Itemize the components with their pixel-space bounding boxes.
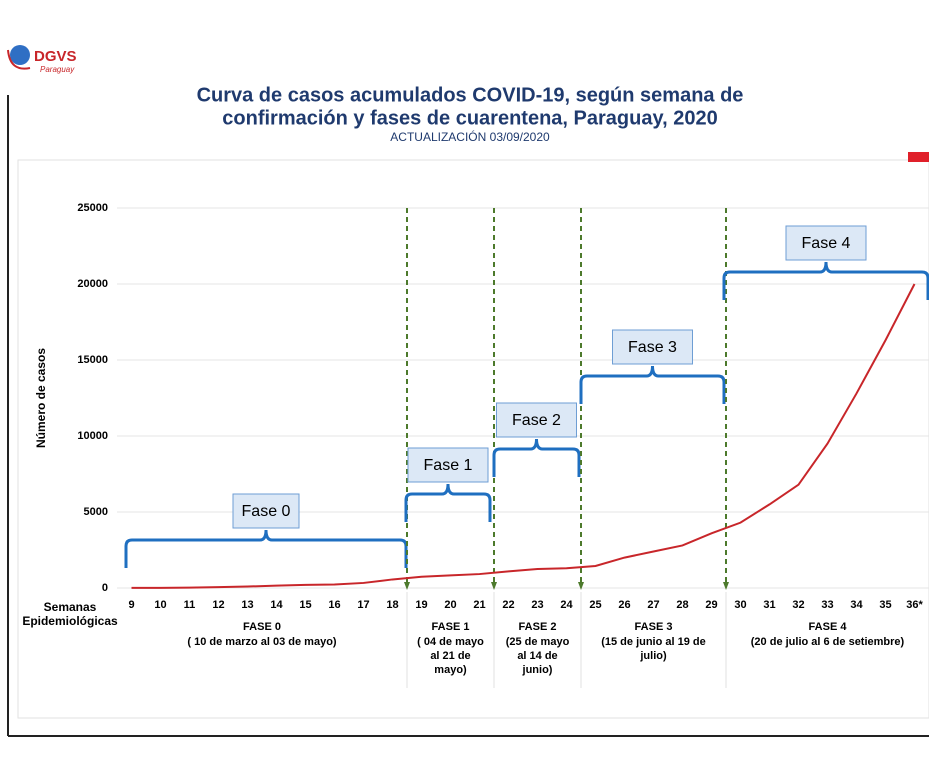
decor-mark (908, 152, 929, 162)
x-tick-label: 26 (618, 599, 630, 611)
data-line (131, 283, 916, 589)
x-tick-label: 28 (676, 599, 688, 611)
phase-brace (722, 261, 929, 300)
x-tick-label: 18 (386, 599, 398, 611)
phase-box (232, 493, 300, 529)
y-tick-label: 0 (102, 582, 108, 594)
y-axis-title: Número de casos (34, 348, 48, 448)
x-tick-label: 24 (560, 599, 573, 611)
x-tick-label: 20 (444, 599, 456, 611)
phase-brace (124, 529, 408, 568)
phase-box (612, 329, 693, 365)
phase-name: FASE 4 (809, 621, 848, 633)
x-tick-label: 27 (647, 599, 659, 611)
phase-period: julio) (639, 650, 667, 662)
phase-brace (404, 483, 492, 522)
chart-subtitle: ACTUALIZACIÓN 03/09/2020 (390, 129, 550, 144)
phase-arrow (491, 582, 497, 590)
phase-period: al 21 de (430, 650, 470, 662)
phase-arrow (578, 582, 584, 590)
chart-title: Curva de casos acumulados COVID-19, segú… (197, 84, 744, 106)
x-tick-label: 22 (502, 599, 514, 611)
x-tick-label: 16 (328, 599, 340, 611)
phase-period: mayo) (434, 664, 467, 676)
y-tick-label: 25000 (77, 202, 108, 214)
x-tick-label: 19 (415, 599, 427, 611)
chart-title: confirmación y fases de cuarentena, Para… (222, 107, 717, 129)
phase-box (785, 225, 867, 261)
phase-period: al 14 de (517, 650, 557, 662)
x-tick-label: 35 (879, 599, 891, 611)
phase-label: Fase 3 (628, 339, 677, 356)
x-tick-label: 17 (357, 599, 369, 611)
x-axis-title: Epidemiológicas (22, 614, 118, 628)
logo-subtext: Paraguay (40, 65, 75, 74)
x-tick-label: 36* (906, 599, 923, 611)
x-tick-label: 15 (299, 599, 311, 611)
x-tick-label: 10 (154, 599, 166, 611)
logo-globe (10, 45, 30, 65)
x-tick-label: 29 (705, 599, 717, 611)
phase-period: (25 de mayo (506, 636, 570, 648)
phase-period: junio) (522, 664, 553, 676)
x-tick-label: 32 (792, 599, 804, 611)
x-tick-label: 23 (531, 599, 543, 611)
phase-name: FASE 3 (635, 621, 673, 633)
phase-arrow (723, 582, 729, 590)
phase-period: ( 10 de marzo al 03 de mayo) (187, 636, 337, 648)
x-tick-label: 13 (241, 599, 253, 611)
phase-arrow (404, 582, 410, 590)
chart-frame (17, 159, 929, 719)
phase-period: ( 04 de mayo (417, 636, 484, 648)
y-tick-label: 5000 (84, 506, 108, 518)
phase-box (496, 402, 577, 438)
x-tick-label: 30 (734, 599, 746, 611)
phase-label: Fase 2 (512, 412, 561, 429)
x-tick-label: 14 (270, 599, 283, 611)
y-tick-label: 10000 (77, 430, 108, 442)
phase-label: Fase 0 (242, 503, 291, 520)
y-tick-label: 20000 (77, 278, 108, 290)
x-tick-label: 9 (128, 599, 134, 611)
logo-swoosh (7, 49, 31, 70)
x-tick-label: 12 (212, 599, 224, 611)
x-tick-label: 11 (184, 599, 196, 611)
phase-name: FASE 0 (243, 621, 281, 633)
phase-brace (579, 365, 726, 404)
phase-name: FASE 2 (519, 621, 557, 633)
y-tick-label: 15000 (77, 354, 108, 366)
x-tick-label: 33 (821, 599, 833, 611)
phase-label: Fase 4 (802, 235, 851, 252)
x-tick-label: 21 (473, 599, 485, 611)
phase-box (407, 447, 489, 483)
phase-label: Fase 1 (424, 457, 473, 474)
phase-brace (492, 438, 581, 477)
phase-period: (15 de junio al 19 de (601, 636, 706, 648)
x-tick-label: 25 (589, 599, 601, 611)
x-tick-label: 34 (850, 599, 863, 611)
x-axis-title: Semanas (44, 600, 97, 614)
logo-text: DGVS (34, 48, 77, 65)
phase-period: (20 de julio al 6 de setiembre) (751, 636, 905, 648)
x-tick-label: 31 (763, 599, 775, 611)
phase-name: FASE 1 (432, 621, 470, 633)
